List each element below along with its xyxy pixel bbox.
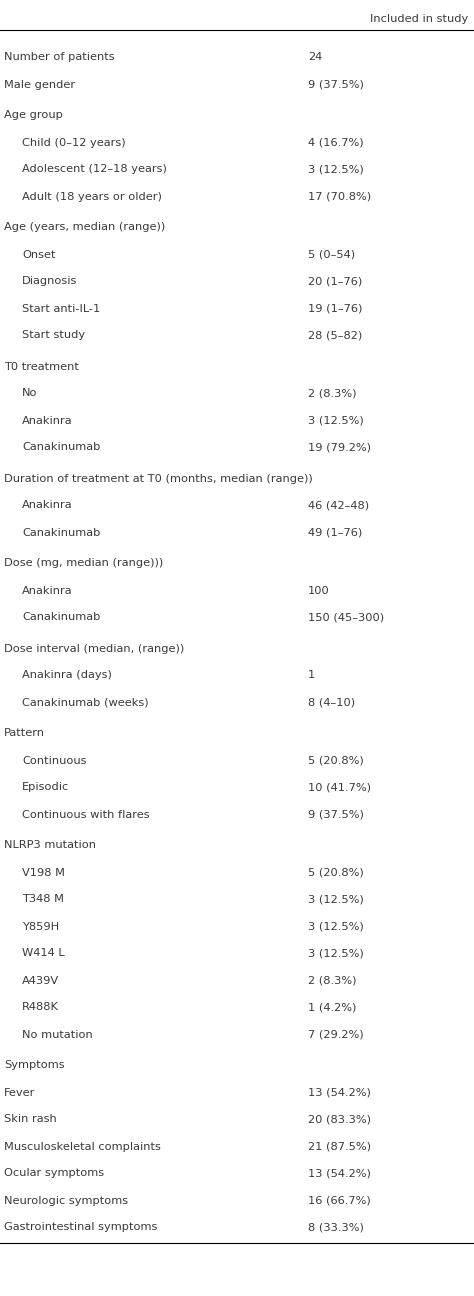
Text: Anakinra (days): Anakinra (days) xyxy=(22,670,112,680)
Text: Anakinra: Anakinra xyxy=(22,500,73,511)
Text: 28 (5–82): 28 (5–82) xyxy=(308,330,362,341)
Text: Age group: Age group xyxy=(4,110,63,121)
Text: 1: 1 xyxy=(308,670,315,680)
Text: No mutation: No mutation xyxy=(22,1029,93,1039)
Text: 7 (29.2%): 7 (29.2%) xyxy=(308,1029,364,1039)
Text: No: No xyxy=(22,389,37,398)
Text: Diagnosis: Diagnosis xyxy=(22,276,77,286)
Text: Canakinumab: Canakinumab xyxy=(22,527,100,538)
Text: Canakinumab (weeks): Canakinumab (weeks) xyxy=(22,697,149,708)
Text: R488K: R488K xyxy=(22,1003,59,1012)
Text: Fever: Fever xyxy=(4,1087,36,1098)
Text: 10 (41.7%): 10 (41.7%) xyxy=(308,783,371,792)
Text: 49 (1–76): 49 (1–76) xyxy=(308,527,362,538)
Text: Included in study: Included in study xyxy=(370,14,468,25)
Text: 13 (54.2%): 13 (54.2%) xyxy=(308,1087,371,1098)
Text: 21 (87.5%): 21 (87.5%) xyxy=(308,1142,371,1152)
Text: Pattern: Pattern xyxy=(4,728,45,739)
Text: 8 (4–10): 8 (4–10) xyxy=(308,697,355,708)
Text: A439V: A439V xyxy=(22,976,59,985)
Text: 5 (0–54): 5 (0–54) xyxy=(308,250,355,259)
Text: Age (years, median (range)): Age (years, median (range)) xyxy=(4,223,165,232)
Text: Anakinra: Anakinra xyxy=(22,416,73,425)
Text: Continuous with flares: Continuous with flares xyxy=(22,810,150,819)
Text: 2 (8.3%): 2 (8.3%) xyxy=(308,389,356,398)
Text: 2 (8.3%): 2 (8.3%) xyxy=(308,976,356,985)
Text: 3 (12.5%): 3 (12.5%) xyxy=(308,921,364,932)
Text: Anakinra: Anakinra xyxy=(22,586,73,595)
Text: 3 (12.5%): 3 (12.5%) xyxy=(308,416,364,425)
Text: 9 (37.5%): 9 (37.5%) xyxy=(308,810,364,819)
Text: Child (0–12 years): Child (0–12 years) xyxy=(22,137,126,148)
Text: 20 (83.3%): 20 (83.3%) xyxy=(308,1115,371,1125)
Text: 1 (4.2%): 1 (4.2%) xyxy=(308,1003,356,1012)
Text: Canakinumab: Canakinumab xyxy=(22,613,100,622)
Text: Number of patients: Number of patients xyxy=(4,53,115,62)
Text: 9 (37.5%): 9 (37.5%) xyxy=(308,79,364,89)
Text: 24: 24 xyxy=(308,53,322,62)
Text: Dose (mg, median (range))): Dose (mg, median (range))) xyxy=(4,559,163,569)
Text: 16 (66.7%): 16 (66.7%) xyxy=(308,1195,371,1205)
Text: T0 treatment: T0 treatment xyxy=(4,362,79,372)
Text: 4 (16.7%): 4 (16.7%) xyxy=(308,137,364,148)
Text: NLRP3 mutation: NLRP3 mutation xyxy=(4,841,96,850)
Text: 8 (33.3%): 8 (33.3%) xyxy=(308,1222,364,1232)
Text: Symptoms: Symptoms xyxy=(4,1060,64,1070)
Text: T348 M: T348 M xyxy=(22,894,64,905)
Text: 19 (79.2%): 19 (79.2%) xyxy=(308,442,371,452)
Text: 19 (1–76): 19 (1–76) xyxy=(308,303,363,314)
Text: Adult (18 years or older): Adult (18 years or older) xyxy=(22,192,162,201)
Text: 3 (12.5%): 3 (12.5%) xyxy=(308,894,364,905)
Text: Ocular symptoms: Ocular symptoms xyxy=(4,1169,104,1178)
Text: Male gender: Male gender xyxy=(4,79,75,89)
Text: Neurologic symptoms: Neurologic symptoms xyxy=(4,1195,128,1205)
Text: Skin rash: Skin rash xyxy=(4,1115,57,1125)
Text: V198 M: V198 M xyxy=(22,867,65,877)
Text: Duration of treatment at T0 (months, median (range)): Duration of treatment at T0 (months, med… xyxy=(4,473,313,483)
Text: Episodic: Episodic xyxy=(22,783,69,792)
Text: 3 (12.5%): 3 (12.5%) xyxy=(308,165,364,175)
Text: 5 (20.8%): 5 (20.8%) xyxy=(308,756,364,766)
Text: Continuous: Continuous xyxy=(22,756,86,766)
Text: Onset: Onset xyxy=(22,250,55,259)
Text: 100: 100 xyxy=(308,586,330,595)
Text: 3 (12.5%): 3 (12.5%) xyxy=(308,949,364,959)
Text: 20 (1–76): 20 (1–76) xyxy=(308,276,362,286)
Text: Adolescent (12–18 years): Adolescent (12–18 years) xyxy=(22,165,167,175)
Text: 5 (20.8%): 5 (20.8%) xyxy=(308,867,364,877)
Text: 17 (70.8%): 17 (70.8%) xyxy=(308,192,371,201)
Text: Start anti-IL-1: Start anti-IL-1 xyxy=(22,303,100,314)
Text: Y859H: Y859H xyxy=(22,921,59,932)
Text: 150 (45–300): 150 (45–300) xyxy=(308,613,384,622)
Text: Canakinumab: Canakinumab xyxy=(22,442,100,452)
Text: Dose interval (median, (range)): Dose interval (median, (range)) xyxy=(4,644,184,653)
Text: Start study: Start study xyxy=(22,330,85,341)
Text: 13 (54.2%): 13 (54.2%) xyxy=(308,1169,371,1178)
Text: Gastrointestinal symptoms: Gastrointestinal symptoms xyxy=(4,1222,157,1232)
Text: 46 (42–48): 46 (42–48) xyxy=(308,500,369,511)
Text: Musculoskeletal complaints: Musculoskeletal complaints xyxy=(4,1142,161,1152)
Text: W414 L: W414 L xyxy=(22,949,64,959)
